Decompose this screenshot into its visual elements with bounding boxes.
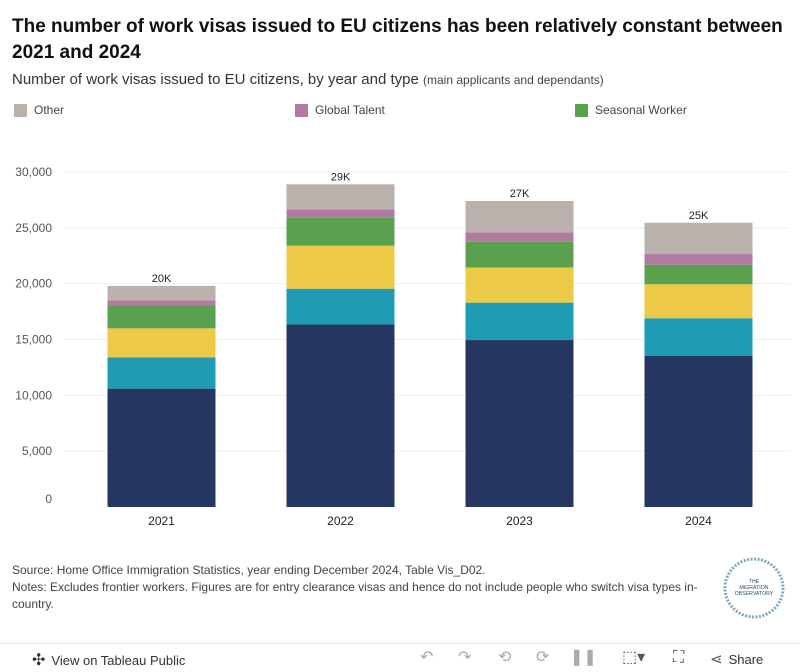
source-note: Source: Home Office Immigration Statisti… [12, 563, 486, 577]
legend-item-global-talent[interactable]: Global Talent [295, 103, 385, 117]
bar-segment[interactable] [644, 355, 753, 507]
logo-text-2: MIGRATION [739, 585, 768, 591]
tableau-icon: ✣ [32, 652, 46, 669]
y-tick-label: 0 [45, 492, 52, 506]
redo-icon[interactable]: ↷ [458, 649, 472, 666]
legend-swatch-other [14, 103, 27, 117]
legend-label-other: Other [34, 103, 65, 117]
x-tick-label: 2023 [506, 514, 533, 528]
bar-segment[interactable] [286, 217, 395, 246]
bar-segment[interactable] [465, 267, 574, 303]
view-on-tableau-link[interactable]: ✣ View on Tableau Public [32, 650, 185, 670]
logo-ring [723, 557, 785, 619]
pause-icon[interactable]: ❚❚ [570, 649, 597, 666]
bar-segment[interactable] [107, 388, 216, 507]
legend-label-global-talent: Global Talent [315, 103, 385, 117]
bar-segment[interactable] [107, 285, 216, 301]
share-button[interactable]: ⋖ Share [710, 650, 763, 668]
logo-text-1: THE [749, 579, 760, 585]
bar-segment[interactable] [107, 357, 216, 389]
total-label: 25K [689, 210, 709, 222]
footer: Source: Home Office Immigration Statisti… [12, 562, 702, 613]
subtitle-note: (main applicants and dependants) [423, 73, 604, 87]
total-label: 27K [510, 188, 530, 200]
migration-observatory-logo[interactable]: THE MIGRATION OBSERVATORY [722, 556, 786, 620]
refresh-icon[interactable]: ⟳ [536, 649, 550, 666]
stacked-bar-chart: 0 5,000 10,000 15,000 20,000 25,000 30,000 20K 2… [15, 165, 790, 528]
bar-segment[interactable] [644, 284, 753, 319]
y-tick-label: 5,000 [22, 444, 52, 458]
y-tick-label: 25,000 [15, 221, 52, 235]
legend-label-seasonal-worker: Seasonal Worker [595, 103, 687, 117]
bar-segment[interactable] [465, 302, 574, 341]
share-label: Share [728, 651, 764, 667]
bar-segment[interactable] [107, 328, 216, 358]
logo-center [729, 563, 779, 613]
y-tick-label: 10,000 [15, 388, 52, 402]
bar-segment[interactable] [644, 264, 753, 285]
chart-title: The number of work visas issued to EU ci… [12, 16, 783, 63]
total-label: 20K [152, 273, 172, 285]
y-tick-label: 20,000 [15, 277, 52, 291]
y-tick-label: 30,000 [15, 165, 52, 179]
bar-segment[interactable] [465, 241, 574, 268]
download-icon[interactable]: ⬚▾ [622, 649, 646, 666]
legend-swatch-seasonal-worker [575, 103, 588, 117]
view-on-tableau-label: View on Tableau Public [51, 652, 186, 668]
bar-segment[interactable] [644, 222, 753, 255]
bar-segment[interactable] [107, 300, 216, 306]
chart-subtitle: Number of work visas issued to EU citize… [12, 70, 788, 90]
bar-segment[interactable] [286, 288, 395, 325]
bar-segment[interactable] [286, 245, 395, 289]
total-label: 29K [331, 171, 351, 183]
x-tick-label: 2021 [148, 514, 175, 528]
subtitle-main: Number of work visas issued to EU citize… [12, 71, 419, 88]
tableau-toolbar: ✣ View on Tableau Public ↶ ↷ ⟲ ⟳ ❚❚ ⬚▾ ⛶… [0, 643, 800, 672]
bar-segment[interactable] [644, 254, 753, 265]
y-tick-label: 15,000 [15, 333, 52, 347]
logo-text-3: OBSERVATORY [735, 591, 774, 597]
notes-text: Notes: Excludes frontier workers. Figure… [12, 580, 698, 611]
bar-segment[interactable] [286, 324, 395, 507]
bar-segment[interactable] [644, 318, 753, 356]
undo-icon[interactable]: ↶ [420, 649, 434, 666]
bar-segment[interactable] [286, 184, 395, 210]
bar-segment[interactable] [286, 209, 395, 218]
legend-swatch-global-talent [295, 103, 308, 117]
legend-item-other[interactable]: Other [14, 103, 64, 117]
bar-segment[interactable] [465, 232, 574, 242]
x-tick-label: 2024 [685, 514, 712, 528]
share-icon: ⋖ [710, 651, 723, 668]
bar-segment[interactable] [465, 340, 574, 507]
bar-segment[interactable] [465, 201, 574, 233]
bar-segment[interactable] [107, 306, 216, 329]
fullscreen-icon[interactable]: ⛶ [673, 649, 685, 666]
revert-icon[interactable]: ⟲ [498, 649, 512, 666]
x-tick-label: 2022 [327, 514, 354, 528]
legend-item-seasonal-worker[interactable]: Seasonal Worker [575, 103, 687, 117]
